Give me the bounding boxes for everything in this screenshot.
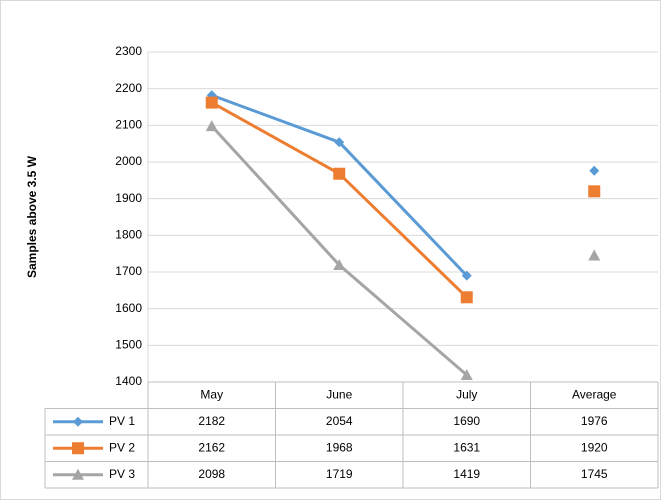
x-tick-label: Average [572, 387, 617, 401]
table-value: 2162 [198, 440, 225, 454]
y-tick-label: 1500 [115, 338, 142, 352]
x-tick-label: July [456, 387, 477, 401]
y-axis-label: Samples above 3.5 W [25, 155, 39, 278]
legend-label: PV 2 [109, 440, 135, 454]
y-tick-label: 1600 [115, 301, 142, 315]
data-point [205, 120, 218, 132]
legend-marker [72, 468, 84, 480]
legend-label: PV 1 [109, 414, 135, 428]
data-point [588, 185, 601, 198]
data-point [589, 165, 600, 176]
data-point [460, 291, 473, 304]
y-tick-label: 1900 [115, 191, 142, 205]
table-value: 1631 [453, 440, 480, 454]
x-tick-label: May [200, 387, 223, 401]
table-value: 1719 [326, 467, 353, 481]
y-tick-label: 2100 [115, 118, 142, 132]
table-value: 1968 [326, 440, 353, 454]
table-value: 1745 [581, 467, 608, 481]
y-tick-label: 1400 [115, 374, 142, 388]
data-point [333, 259, 346, 271]
data-point [334, 137, 345, 148]
legend-marker [73, 416, 83, 427]
y-tick-label: 1700 [115, 264, 142, 278]
table-value: 1976 [581, 414, 608, 428]
table-value: 2054 [326, 414, 353, 428]
table-value: 2182 [198, 414, 225, 428]
y-tick-label: 2300 [115, 44, 142, 58]
data-point [588, 249, 601, 261]
legend-label: PV 3 [109, 467, 135, 481]
table-value: 2098 [198, 467, 225, 481]
y-tick-label: 2200 [115, 81, 142, 95]
y-tick-label: 1800 [115, 228, 142, 242]
table-value: 1690 [453, 414, 480, 428]
legend-marker [72, 442, 84, 455]
table-value: 1920 [581, 440, 608, 454]
data-point [333, 167, 346, 180]
table-value: 1419 [453, 467, 480, 481]
y-tick-label: 2000 [115, 154, 142, 168]
x-tick-label: June [326, 387, 352, 401]
data-point [461, 270, 472, 281]
data-point [460, 369, 473, 381]
data-point [205, 96, 218, 109]
